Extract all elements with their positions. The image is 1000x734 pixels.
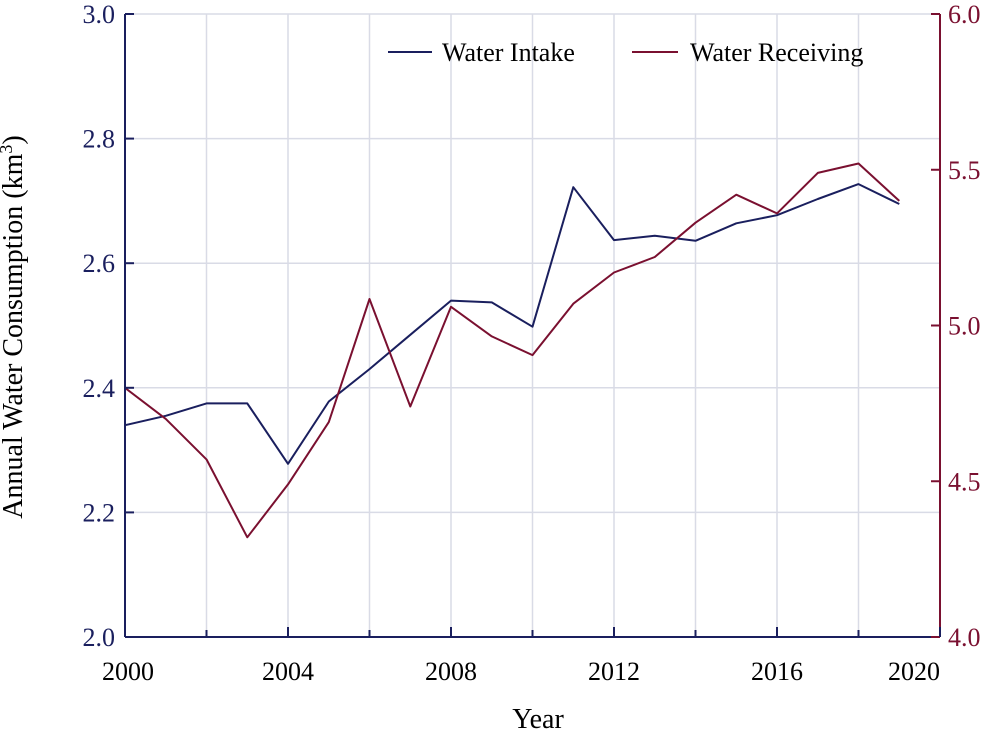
ticks: 2.0 2.2 2.4 2.6 2.8 3.0 4.0 4.5 5.0 5.5 6.0 2000 200… xyxy=(83,0,981,686)
legend-label-water-intake: Water Intake xyxy=(442,38,575,67)
left-y-tick-label: 2.8 xyxy=(83,125,116,154)
y-axis-title-sup: 3 xyxy=(0,145,16,154)
x-tick-label: 2008 xyxy=(425,657,477,686)
series-line-water-intake xyxy=(124,183,900,465)
x-tick-label: 2012 xyxy=(588,657,640,686)
legend: Water Intake Water Receiving xyxy=(388,38,863,67)
legend-label-water-receiving: Water Receiving xyxy=(690,38,863,67)
y-axis-title: Annual Water Consumption (km3) xyxy=(0,135,29,518)
left-y-tick-label: 2.4 xyxy=(83,374,116,403)
right-y-tick-label: 4.0 xyxy=(948,623,981,652)
left-y-tick-label: 2.6 xyxy=(83,249,116,278)
right-y-tick-label: 4.5 xyxy=(948,467,981,496)
series-layer xyxy=(124,162,900,539)
y-axis-title-main: Annual Water Consumption (km xyxy=(0,153,29,518)
x-axis-title: Year xyxy=(512,704,564,734)
series-line-water-receiving xyxy=(124,162,900,539)
x-tick-label: 2004 xyxy=(262,657,314,686)
right-y-tick-label: 5.5 xyxy=(948,156,981,185)
left-y-tick-label: 2.0 xyxy=(83,623,116,652)
left-y-tick-label: 3.0 xyxy=(83,0,116,29)
left-y-tick-label: 2.2 xyxy=(83,498,116,527)
x-tick-label: 2000 xyxy=(102,657,154,686)
y-axis-title-close: ) xyxy=(0,135,29,144)
right-y-tick-label: 5.0 xyxy=(948,312,981,341)
x-tick-label: 2020 xyxy=(888,657,940,686)
right-y-tick-label: 6.0 xyxy=(948,0,981,29)
x-tick-label: 2016 xyxy=(751,657,803,686)
